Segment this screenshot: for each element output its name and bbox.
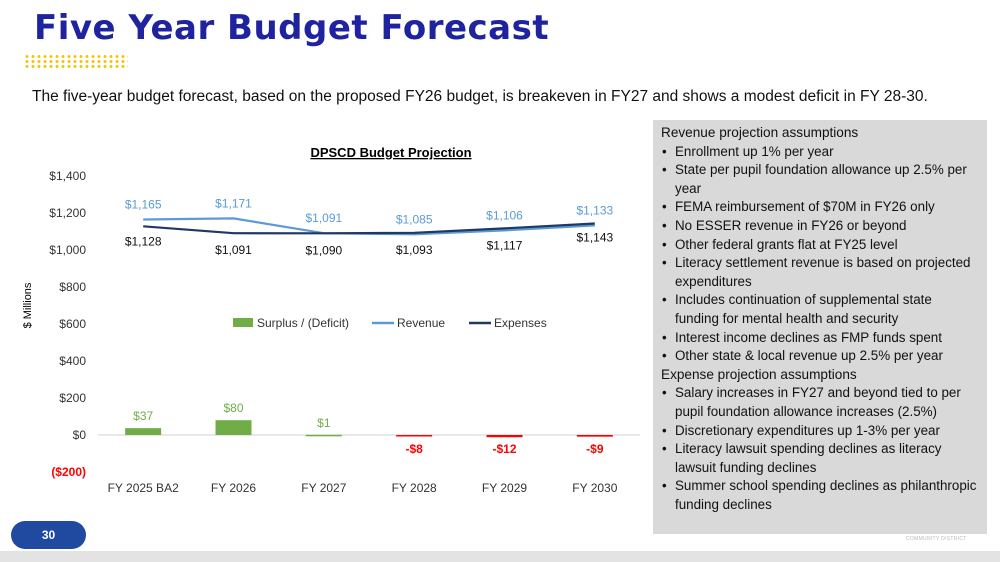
y-tick-label: $0 xyxy=(73,428,87,442)
expenses-data-label: $1,128 xyxy=(125,234,162,248)
revenue-assumption-item: Includes continuation of supplemental st… xyxy=(661,291,979,328)
footer-strip xyxy=(0,551,1000,562)
revenue-assumption-item: FEMA reimbursement of $70M in FY26 only xyxy=(661,198,979,217)
surplus-bar xyxy=(125,428,162,435)
expenses-data-label: $1,091 xyxy=(215,243,252,257)
expenses-data-label: $1,143 xyxy=(576,231,613,245)
expense-assumption-item: Discretionary expenditures up 1-3% per y… xyxy=(661,422,979,441)
expenses-data-label: $1,117 xyxy=(487,238,523,252)
revenue-data-label: $1,085 xyxy=(396,212,433,226)
surplus-data-label: -$9 xyxy=(586,442,604,456)
expense-assumptions-list: Salary increases in FY27 and beyond tied… xyxy=(661,384,979,514)
revenue-data-label: $1,165 xyxy=(125,197,162,211)
expense-assumption-item: Salary increases in FY27 and beyond tied… xyxy=(661,384,979,421)
revenue-assumption-item: State per pupil foundation allowance up … xyxy=(661,161,979,198)
expense-assumptions-heading: Expense projection assumptions xyxy=(661,366,857,382)
decorative-dots xyxy=(24,54,128,68)
revenue-data-label: $1,091 xyxy=(305,211,342,225)
revenue-assumption-item: Enrollment up 1% per year xyxy=(661,143,979,162)
slide-title: Five Year Budget Forecast xyxy=(34,8,550,48)
surplus-bar xyxy=(576,435,613,437)
legend-swatch-surplus xyxy=(233,318,253,327)
y-tick-label: ($200) xyxy=(51,465,86,479)
legend-label-surplus: Surplus / (Deficit) xyxy=(257,316,349,330)
x-tick-label: FY 2030 xyxy=(572,481,617,495)
surplus-data-label: $80 xyxy=(223,401,243,415)
revenue-assumption-item: Interest income declines as FMP funds sp… xyxy=(661,329,979,348)
revenue-data-label: $1,106 xyxy=(486,208,523,222)
district-logo-text: COMMUNITY DISTRICT xyxy=(906,536,967,542)
expense-assumption-item: Literacy lawsuit spending declines as li… xyxy=(661,440,979,477)
y-tick-label: $1,200 xyxy=(49,206,86,220)
expenses-data-label: $1,090 xyxy=(305,243,342,257)
revenue-assumption-item: Other federal grants flat at FY25 level xyxy=(661,236,979,255)
y-axis-label: $ Millions xyxy=(22,282,34,328)
chart-title: DPSCD Budget Projection xyxy=(310,145,471,160)
surplus-bar xyxy=(215,420,252,435)
x-tick-label: FY 2025 BA2 xyxy=(108,481,179,495)
revenue-data-label: $1,133 xyxy=(576,203,613,217)
surplus-bar xyxy=(396,435,433,437)
legend-label-revenue: Revenue xyxy=(397,316,445,330)
assumptions-panel: Revenue projection assumptions Enrollmen… xyxy=(653,120,987,534)
revenue-assumption-item: Literacy settlement revenue is based on … xyxy=(661,254,979,291)
x-tick-label: FY 2027 xyxy=(301,481,346,495)
x-tick-label: FY 2029 xyxy=(482,481,527,495)
revenue-assumptions-heading: Revenue projection assumptions xyxy=(661,125,859,140)
y-tick-label: $1,000 xyxy=(49,243,86,257)
revenue-assumptions-list: Enrollment up 1% per yearState per pupil… xyxy=(661,143,979,366)
expenses-data-label: $1,093 xyxy=(396,243,433,257)
surplus-data-label: $37 xyxy=(133,409,153,423)
slide-subtitle: The five-year budget forecast, based on … xyxy=(32,88,928,105)
legend-label-expenses: Expenses xyxy=(494,316,547,330)
budget-projection-chart: DPSCD Budget Projection $ Millions $1,400 $… xyxy=(22,145,640,495)
revenue-data-label: $1,171 xyxy=(215,196,252,210)
y-tick-label: $400 xyxy=(59,354,86,368)
surplus-data-label: $1 xyxy=(317,416,331,430)
surplus-data-label: -$12 xyxy=(492,442,516,456)
revenue-assumption-item: Other state & local revenue up 2.5% per … xyxy=(661,347,979,366)
y-tick-label: $1,400 xyxy=(49,169,86,183)
page-number-badge: 30 xyxy=(11,521,86,549)
x-tick-label: FY 2028 xyxy=(392,481,437,495)
surplus-bar xyxy=(486,435,523,438)
x-tick-label: FY 2026 xyxy=(211,481,256,495)
surplus-data-label: -$8 xyxy=(405,442,423,456)
y-tick-label: $600 xyxy=(59,317,86,331)
surplus-bar xyxy=(305,434,342,437)
revenue-assumption-item: No ESSER revenue in FY26 or beyond xyxy=(661,217,979,236)
expenses-line xyxy=(143,222,595,235)
y-tick-label: $200 xyxy=(59,391,86,405)
y-tick-label: $800 xyxy=(59,280,86,294)
expense-assumption-item: Summer school spending declines as phila… xyxy=(661,477,979,514)
